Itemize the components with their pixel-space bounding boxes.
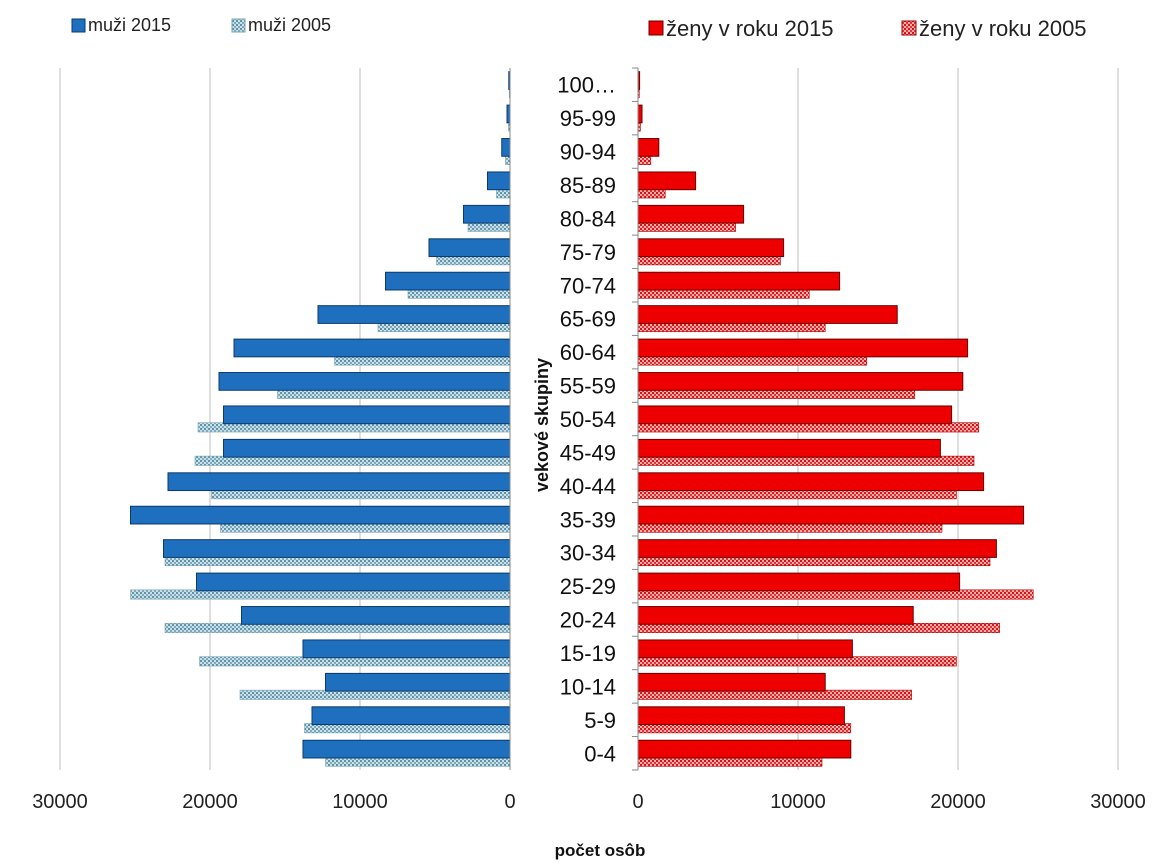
category-label-14: 70-74 — [560, 273, 616, 298]
bar-muzi-2015-45-49 — [223, 438, 511, 458]
bar-muzi-2015-80-84 — [463, 204, 511, 224]
category-label-0: 0-4 — [584, 741, 616, 766]
category-label-18: 90-94 — [560, 140, 616, 165]
category-label-15: 75-79 — [560, 240, 616, 265]
bar-muzi-2015-40-44 — [167, 472, 511, 492]
legend-swatch-muzi-2005 — [231, 18, 246, 33]
category-label-7: 35-39 — [560, 507, 616, 532]
bar-muzi-2015-55-59 — [218, 372, 511, 391]
category-label-9: 45-49 — [560, 440, 616, 465]
tick-right-1: 10000 — [770, 791, 826, 813]
legend-swatch-zeny-2005 — [901, 20, 917, 36]
legend-label-zeny-2005: ženy v roku 2005 — [919, 16, 1087, 41]
bar-zeny-2015-85-89 — [637, 171, 697, 191]
bars — [130, 71, 1034, 767]
bar-muzi-2015-70-74 — [385, 271, 511, 291]
bar-zeny-2015-0-4 — [637, 739, 852, 759]
category-label-8: 40-44 — [560, 474, 616, 499]
tick-left-1: 20000 — [182, 791, 238, 813]
category-label-20: 100… — [557, 73, 616, 98]
category-label-4: 20-24 — [560, 608, 616, 633]
bar-zeny-2015-40-44 — [637, 472, 985, 492]
category-label-19: 95-99 — [560, 106, 616, 131]
bar-muzi-2015-25-29 — [196, 572, 511, 592]
legend-swatch-muzi-2015 — [71, 18, 86, 33]
category-label-16: 80-84 — [560, 206, 616, 231]
bar-zeny-2015-35-39 — [637, 505, 1025, 525]
tick-left-3: 0 — [504, 791, 515, 813]
bar-zeny-2015-75-79 — [637, 238, 785, 258]
category-label-10: 50-54 — [560, 407, 616, 432]
bar-muzi-2015-85-89 — [487, 171, 511, 191]
bar-muzi-2015-65-69 — [317, 305, 511, 324]
category-label-13: 65-69 — [560, 307, 616, 332]
tick-right-2: 20000 — [930, 791, 986, 813]
tick-right-3: 30000 — [1090, 791, 1146, 813]
category-label-5: 25-29 — [560, 574, 616, 599]
bar-muzi-2015-5-9 — [311, 706, 511, 726]
tick-right-0: 0 — [632, 791, 643, 813]
category-label-1: 5-9 — [584, 708, 616, 733]
bar-zeny-2015-65-69 — [637, 305, 898, 324]
category-label-11: 55-59 — [560, 374, 616, 399]
legend-left: muži 2015 muži 2005 — [71, 15, 331, 35]
legend-label-muzi-2005: muži 2005 — [248, 15, 331, 35]
category-label-3: 15-19 — [560, 641, 616, 666]
bar-zeny-2015-90-94 — [637, 138, 660, 157]
bar-muzi-2015-20-24 — [241, 606, 511, 625]
legend-label-muzi-2015: muži 2015 — [88, 15, 171, 35]
bar-zeny-2015-60-64 — [637, 338, 969, 358]
bar-zeny-2015-95-99 — [637, 104, 643, 124]
bar-zeny-2015-15-19 — [637, 639, 853, 659]
axes — [509, 67, 639, 771]
bar-zeny-2015-10-14 — [637, 672, 826, 692]
tick-labels: 30000 20000 10000 0 0 10000 20000 30000 — [32, 791, 1146, 813]
tick-left-2: 10000 — [332, 791, 388, 813]
bar-muzi-2015-30-34 — [163, 539, 511, 558]
bar-zeny-2015-30-34 — [637, 539, 997, 558]
bar-zeny-2015-55-59 — [637, 372, 964, 391]
legend-label-zeny-2015: ženy v roku 2015 — [666, 16, 834, 41]
bar-muzi-2015-75-79 — [428, 238, 511, 258]
bar-zeny-2015-25-29 — [637, 572, 961, 592]
legend-swatch-zeny-2015 — [648, 20, 664, 36]
bar-zeny-2015-45-49 — [637, 438, 941, 458]
category-labels: 0-4 5-9 10-14 15-19 20-24 25-29 30-34 35-39 40-4… — [557, 73, 616, 767]
y-axis-title: vekové skupiny — [532, 358, 552, 492]
category-label-17: 85-89 — [560, 173, 616, 198]
tick-left-0: 30000 — [32, 791, 88, 813]
bar-muzi-2015-35-39 — [130, 505, 511, 525]
bar-muzi-2015-90-94 — [501, 138, 511, 157]
category-label-2: 10-14 — [560, 674, 616, 699]
bar-muzi-2015-0-4 — [302, 739, 511, 759]
bar-muzi-2015-10-14 — [325, 672, 511, 692]
bar-zeny-2015-80-84 — [637, 204, 745, 224]
legend-right: ženy v roku 2015 ženy v roku 2005 — [648, 16, 1087, 41]
bar-muzi-2015-15-19 — [302, 639, 511, 659]
bar-zeny-2015-50-54 — [637, 405, 953, 425]
category-label-6: 30-34 — [560, 541, 616, 566]
bar-zeny-2015-5-9 — [637, 706, 845, 726]
bar-zeny-2015-70-74 — [637, 271, 841, 291]
bar-muzi-2015-60-64 — [233, 338, 511, 358]
category-label-12: 60-64 — [560, 340, 616, 365]
bar-zeny-2015-20-24 — [637, 606, 914, 625]
x-axis-title: počet osôb — [555, 841, 646, 860]
bar-muzi-2015-50-54 — [223, 405, 511, 425]
